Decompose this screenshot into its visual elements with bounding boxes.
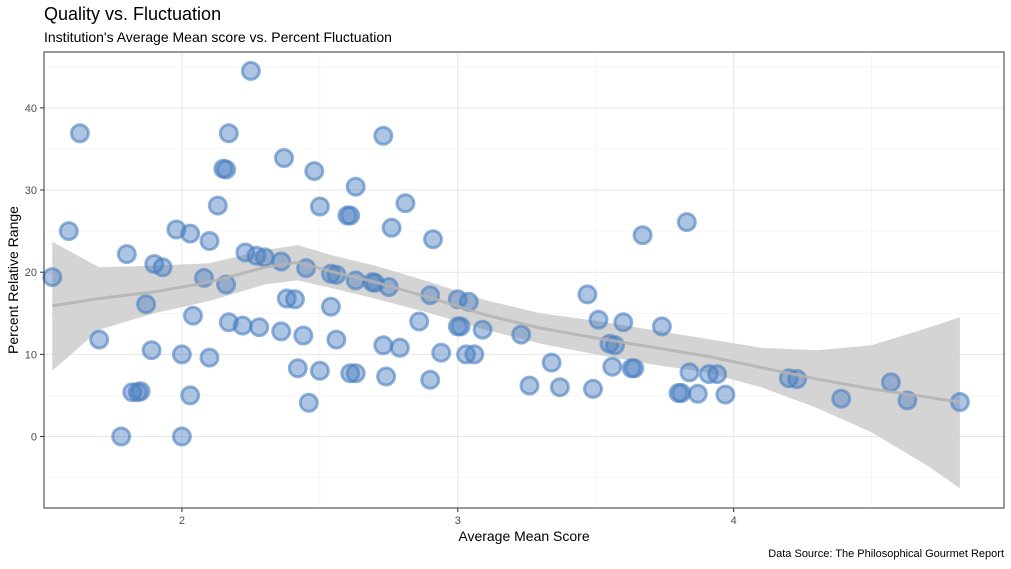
data-point (111, 426, 132, 447)
data-point (431, 342, 452, 363)
y-tick-label: 40 (25, 103, 37, 115)
data-point (171, 426, 192, 447)
data-point (588, 309, 609, 330)
data-point (880, 372, 901, 393)
y-axis-ticks: 0 10 20 30 40 (25, 103, 44, 444)
x-axis-ticks: 2 3 4 (179, 508, 737, 527)
chart-title: Quality vs. Fluctuation (44, 4, 222, 24)
y-tick-label: 30 (25, 185, 37, 197)
data-point (207, 195, 228, 216)
y-tick-label: 10 (25, 349, 37, 361)
confidence-band (52, 241, 960, 489)
data-point (577, 284, 598, 305)
data-point (287, 358, 308, 379)
data-point (707, 364, 728, 385)
data-point (472, 319, 493, 340)
data-point (216, 159, 237, 180)
data-point (624, 358, 645, 379)
data-point (116, 244, 137, 265)
data-point (651, 316, 672, 337)
data-point (549, 377, 570, 398)
data-point (304, 161, 325, 182)
data-point (180, 223, 201, 244)
data-point (293, 325, 314, 346)
data-point (613, 312, 634, 333)
data-point (632, 225, 653, 246)
data-point (409, 311, 430, 332)
data-point (381, 217, 402, 238)
data-point (240, 60, 261, 81)
data-point (232, 315, 253, 336)
data-point (199, 231, 220, 251)
data-point (423, 229, 443, 250)
data-point (679, 362, 700, 383)
data-point (511, 324, 532, 345)
data-point (395, 193, 416, 214)
chart-subtitle: Institution's Average Mean score vs. Per… (44, 29, 392, 45)
x-axis-title: Average Mean Score (458, 528, 589, 544)
data-point (274, 148, 294, 168)
data-point (89, 329, 110, 350)
data-point (218, 123, 239, 144)
data-point (671, 383, 692, 403)
data-point (171, 344, 192, 365)
data-point (420, 369, 441, 390)
y-tick-label: 20 (25, 267, 37, 279)
data-point (199, 347, 220, 368)
data-point (340, 363, 361, 384)
smooth-trend-line (52, 260, 961, 404)
data-point (235, 242, 256, 263)
data-point (183, 305, 203, 326)
data-point (541, 352, 562, 373)
data-point (519, 375, 540, 396)
data-source-caption: Data Source: The Philosophical Gourmet R… (768, 548, 1004, 560)
smooth-line-layer (52, 260, 961, 404)
data-point (130, 381, 151, 402)
x-tick-label: 4 (731, 515, 737, 527)
data-point (687, 383, 708, 404)
x-tick-label: 3 (455, 515, 461, 527)
y-axis-title: Percent Relative Range (5, 206, 21, 354)
data-point (583, 378, 603, 399)
data-point (285, 289, 305, 310)
x-tick-label: 2 (179, 515, 185, 527)
data-point (464, 344, 485, 365)
data-point (42, 267, 63, 288)
data-point (676, 212, 697, 233)
data-point (326, 329, 347, 350)
data-point (309, 360, 330, 381)
data-point (389, 337, 410, 358)
data-point (345, 176, 366, 197)
data-point (309, 196, 330, 217)
data-point (345, 363, 366, 384)
data-point (373, 125, 394, 146)
panel-border (43, 51, 1005, 509)
data-point (58, 221, 79, 242)
data-point (602, 356, 623, 377)
data-point (715, 384, 736, 405)
data-point (831, 388, 852, 409)
data-point (271, 251, 292, 272)
data-point (298, 392, 319, 413)
confidence-band-layer (52, 241, 960, 489)
data-point (69, 123, 90, 144)
data-point (180, 385, 201, 406)
data-point (373, 335, 394, 356)
data-point (152, 257, 173, 278)
data-point (320, 296, 341, 317)
y-tick-label: 0 (31, 432, 37, 444)
data-point (450, 316, 471, 337)
data-point (254, 247, 275, 268)
data-point (340, 205, 361, 226)
data-point (249, 317, 270, 338)
data-point (141, 340, 162, 361)
data-point (136, 294, 157, 315)
data-point (271, 321, 292, 342)
data-point (376, 366, 397, 387)
